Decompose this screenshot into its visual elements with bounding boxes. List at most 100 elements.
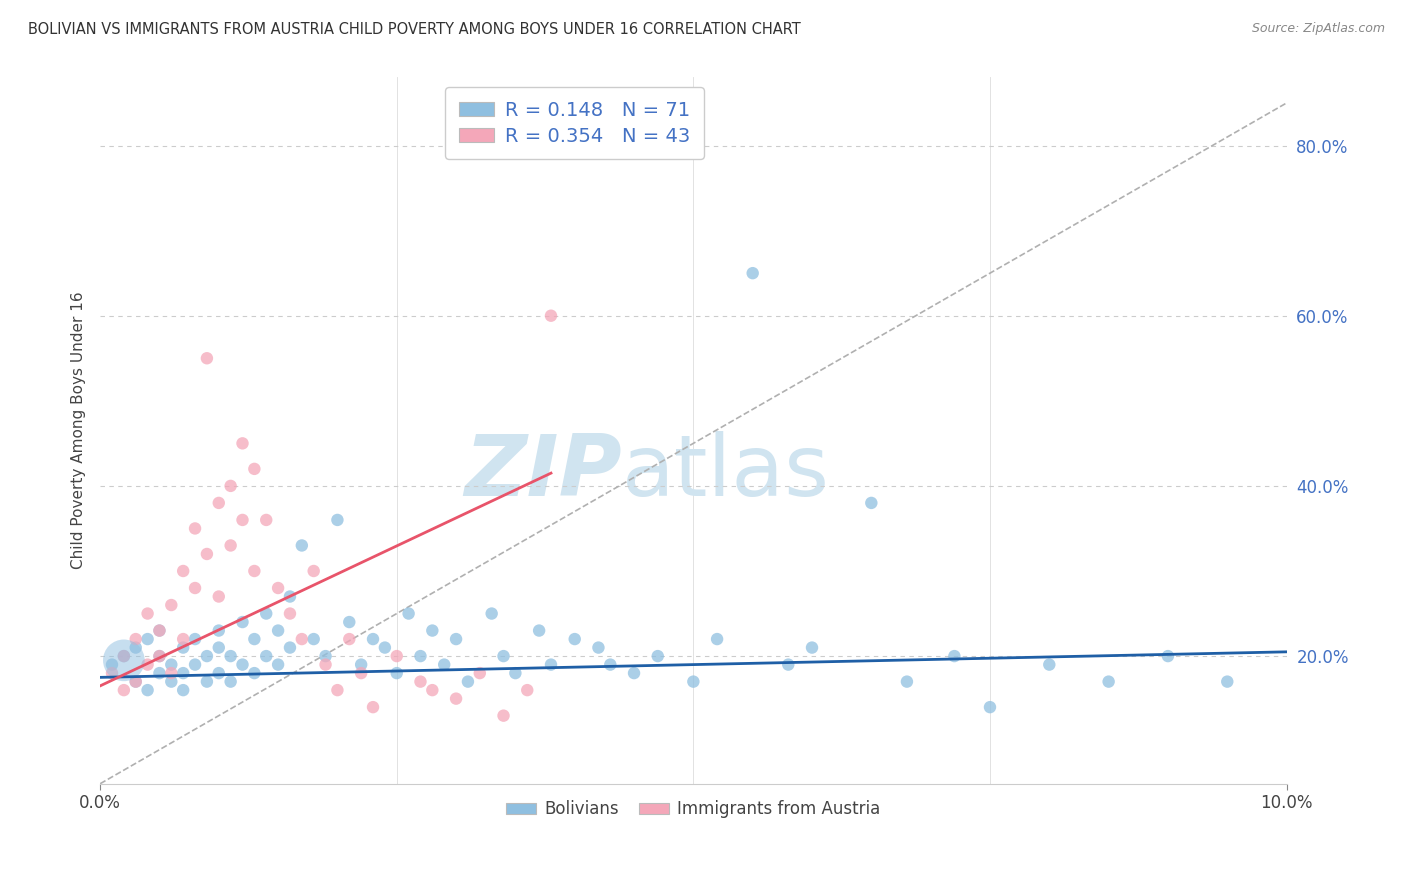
Point	[540, 309, 562, 323]
Point	[599, 657, 621, 672]
Point	[136, 683, 159, 698]
Point	[492, 649, 515, 664]
Point	[361, 632, 384, 646]
Point	[337, 615, 360, 629]
Point	[184, 657, 207, 672]
Point	[481, 607, 503, 621]
Point	[979, 700, 1001, 714]
Point	[231, 615, 253, 629]
Point	[160, 657, 183, 672]
Point	[564, 632, 586, 646]
Text: ZIP: ZIP	[464, 432, 623, 515]
Point	[160, 674, 183, 689]
Point	[125, 640, 148, 655]
Text: BOLIVIAN VS IMMIGRANTS FROM AUSTRIA CHILD POVERTY AMONG BOYS UNDER 16 CORRELATIO: BOLIVIAN VS IMMIGRANTS FROM AUSTRIA CHIL…	[28, 22, 801, 37]
Point	[1097, 674, 1119, 689]
Point	[101, 657, 124, 672]
Point	[540, 657, 562, 672]
Y-axis label: Child Poverty Among Boys Under 16: Child Poverty Among Boys Under 16	[72, 292, 86, 569]
Point	[778, 657, 800, 672]
Point	[267, 624, 290, 638]
Point	[278, 590, 301, 604]
Point	[112, 649, 135, 664]
Point	[374, 640, 396, 655]
Point	[243, 462, 266, 476]
Point	[385, 666, 408, 681]
Point	[527, 624, 550, 638]
Point	[219, 649, 242, 664]
Point	[278, 640, 301, 655]
Point	[254, 649, 277, 664]
Point	[647, 649, 669, 664]
Point	[943, 649, 966, 664]
Point	[588, 640, 610, 655]
Point	[184, 521, 207, 535]
Point	[172, 632, 194, 646]
Point	[385, 649, 408, 664]
Point	[409, 649, 432, 664]
Point	[420, 624, 443, 638]
Point	[278, 607, 301, 621]
Point	[420, 683, 443, 698]
Point	[136, 607, 159, 621]
Point	[350, 666, 373, 681]
Point	[195, 547, 218, 561]
Point	[457, 674, 479, 689]
Point	[682, 674, 704, 689]
Point	[184, 581, 207, 595]
Point	[160, 666, 183, 681]
Point	[112, 683, 135, 698]
Point	[231, 436, 253, 450]
Point	[184, 632, 207, 646]
Point	[254, 607, 277, 621]
Point	[409, 674, 432, 689]
Point	[243, 666, 266, 681]
Point	[254, 513, 277, 527]
Point	[291, 632, 314, 646]
Point	[208, 666, 231, 681]
Point	[444, 691, 467, 706]
Point	[516, 683, 538, 698]
Point	[433, 657, 456, 672]
Point	[315, 657, 337, 672]
Text: atlas: atlas	[623, 432, 830, 515]
Point	[231, 657, 253, 672]
Point	[444, 632, 467, 646]
Legend: Bolivians, Immigrants from Austria: Bolivians, Immigrants from Austria	[499, 794, 887, 825]
Point	[361, 700, 384, 714]
Point	[337, 632, 360, 646]
Point	[208, 590, 231, 604]
Point	[1157, 649, 1180, 664]
Point	[706, 632, 728, 646]
Point	[101, 666, 124, 681]
Point	[148, 649, 170, 664]
Point	[243, 564, 266, 578]
Point	[505, 666, 527, 681]
Point	[208, 624, 231, 638]
Point	[801, 640, 824, 655]
Point	[172, 683, 194, 698]
Point	[1216, 674, 1239, 689]
Text: Source: ZipAtlas.com: Source: ZipAtlas.com	[1251, 22, 1385, 36]
Point	[172, 640, 194, 655]
Point	[195, 674, 218, 689]
Point	[896, 674, 918, 689]
Point	[291, 539, 314, 553]
Point	[148, 666, 170, 681]
Point	[195, 649, 218, 664]
Point	[267, 657, 290, 672]
Point	[172, 564, 194, 578]
Point	[860, 496, 883, 510]
Point	[623, 666, 645, 681]
Point	[315, 649, 337, 664]
Point	[398, 607, 420, 621]
Point	[160, 598, 183, 612]
Point	[148, 624, 170, 638]
Point	[172, 666, 194, 681]
Point	[326, 683, 349, 698]
Point	[125, 674, 148, 689]
Point	[243, 632, 266, 646]
Point	[208, 640, 231, 655]
Point	[302, 632, 325, 646]
Point	[326, 513, 349, 527]
